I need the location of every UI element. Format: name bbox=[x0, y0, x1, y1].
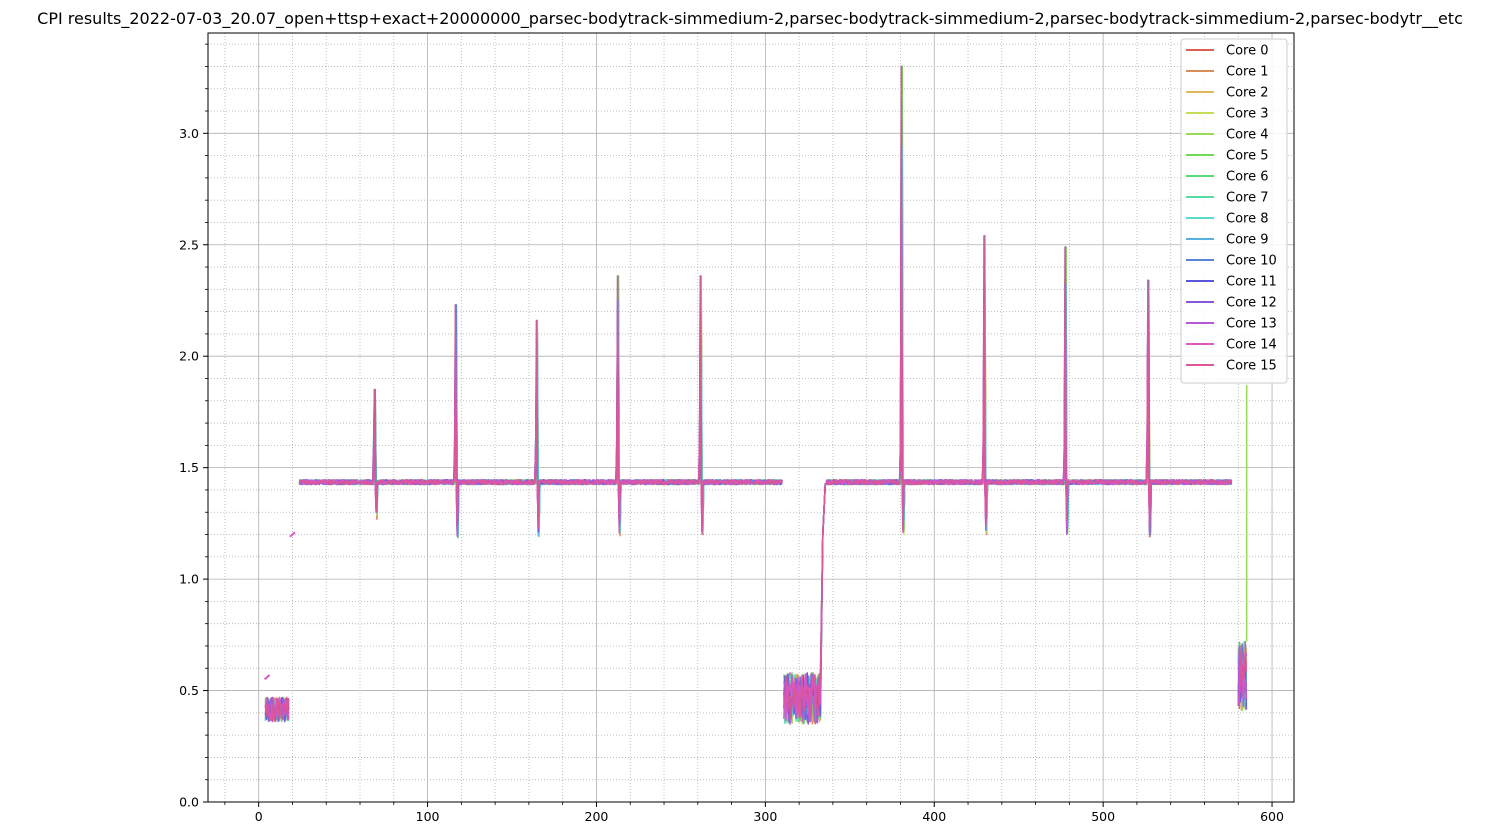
x-tick-label: 300 bbox=[753, 809, 777, 824]
y-tick-label: 1.5 bbox=[179, 460, 199, 475]
legend-label: Core 4 bbox=[1226, 128, 1269, 143]
y-tick-label: 0.5 bbox=[179, 683, 199, 698]
series-line-core-4 bbox=[264, 221, 1248, 725]
legend-label: Core 12 bbox=[1226, 296, 1277, 311]
legend-label: Core 6 bbox=[1226, 170, 1269, 185]
legend-label: Core 10 bbox=[1226, 254, 1277, 269]
series-line-core-12 bbox=[264, 123, 1248, 725]
plot-series bbox=[263, 65, 1248, 725]
legend: Core 0 Core 1 Core 2 Core 3 Core 4 Core 5 Core… bbox=[1180, 38, 1288, 384]
chart-title: CPI results_2022-07-03_20.07_open+ttsp+e… bbox=[37, 9, 1463, 29]
legend-box bbox=[1180, 38, 1288, 384]
x-tick-label: 600 bbox=[1260, 809, 1284, 824]
legend-label: Core 13 bbox=[1226, 317, 1277, 332]
series-line-core-10 bbox=[264, 65, 1247, 724]
axis-ticks: 0 100 200 300 400 500 600 0.0 0.5 1.0 1.5 2.0 2.5 3.0 bbox=[179, 43, 1284, 824]
series-line-core-11 bbox=[264, 160, 1248, 723]
y-tick-label: 3.0 bbox=[179, 126, 199, 141]
series-line-core-3 bbox=[265, 181, 1248, 722]
x-tick-label: 500 bbox=[1091, 809, 1115, 824]
x-tick-label: 100 bbox=[416, 809, 440, 824]
y-tick-label: 2.5 bbox=[179, 237, 199, 252]
series-line-core-7 bbox=[264, 192, 1248, 724]
series-line-core-0 bbox=[264, 65, 1248, 725]
legend-label: Core 14 bbox=[1226, 338, 1277, 353]
grid bbox=[208, 33, 1294, 803]
series-line-core-9 bbox=[264, 170, 1248, 723]
x-tick-label: 400 bbox=[922, 809, 946, 824]
series-line-core-2 bbox=[264, 141, 1248, 724]
y-tick-label: 2.0 bbox=[179, 349, 199, 364]
isolated-point bbox=[289, 531, 296, 538]
y-tick-label: 0.0 bbox=[179, 795, 199, 810]
series-line-core-14 bbox=[264, 193, 1248, 723]
y-tick-label: 1.0 bbox=[179, 572, 199, 587]
legend-label: Core 15 bbox=[1226, 359, 1277, 374]
plot-frame bbox=[207, 32, 1295, 803]
series-line-core-15 bbox=[264, 65, 1248, 722]
legend-label: Core 11 bbox=[1226, 275, 1277, 290]
series-line-core-8 bbox=[264, 146, 1248, 724]
legend-label: Core 1 bbox=[1226, 65, 1269, 80]
legend-label: Core 3 bbox=[1226, 107, 1269, 122]
legend-label: Core 2 bbox=[1226, 86, 1269, 101]
legend-label: Core 0 bbox=[1226, 44, 1269, 59]
legend-label: Core 8 bbox=[1226, 212, 1269, 227]
legend-label: Core 7 bbox=[1226, 191, 1269, 206]
legend-label: Core 5 bbox=[1226, 149, 1269, 164]
x-tick-label: 0 bbox=[255, 809, 263, 824]
isolated-point bbox=[263, 674, 271, 681]
x-tick-label: 200 bbox=[585, 809, 609, 824]
legend-label: Core 9 bbox=[1226, 233, 1269, 248]
series-line-core-13 bbox=[264, 229, 1248, 725]
